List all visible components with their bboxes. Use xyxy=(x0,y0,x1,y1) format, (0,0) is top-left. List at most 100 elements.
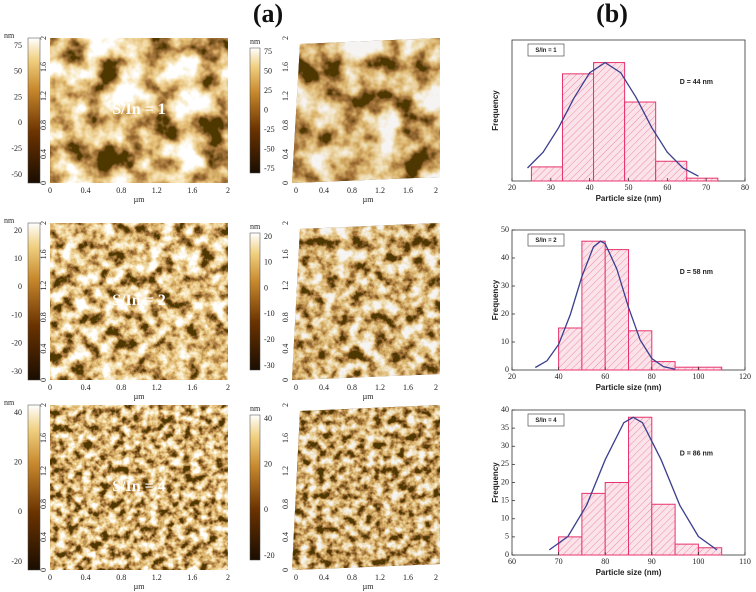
x-tick-label: 20 xyxy=(508,183,516,192)
y-tick-label: 30 xyxy=(501,441,509,450)
x-tick-label: 1.2 xyxy=(375,573,385,582)
x-tick-label: 0 xyxy=(294,573,298,582)
x-tick-label: 2 xyxy=(434,573,438,582)
colorbar-tick: 20 xyxy=(14,457,22,466)
x-tick-label: 0.8 xyxy=(347,573,357,582)
afm-3d-surface xyxy=(292,38,440,183)
x-tick-label: 1.6 xyxy=(403,383,413,392)
x-tick-label: 120 xyxy=(739,372,751,381)
y-tick-label: 0.8 xyxy=(281,120,290,130)
y-tick-label: 0 xyxy=(281,181,290,185)
x-tick-label: 0 xyxy=(48,186,52,195)
x-tick-label: 70 xyxy=(702,183,710,192)
legend-label: S/In = 2 xyxy=(535,238,557,244)
x-tick-label: 0.8 xyxy=(116,186,126,195)
x-tick-label: 2 xyxy=(226,186,230,195)
y-tick-label: 1.6 xyxy=(39,433,48,443)
colorbar-unit: nm xyxy=(250,404,261,413)
y-tick-label: 2 xyxy=(39,221,48,225)
afm-image xyxy=(50,38,228,183)
afm-image xyxy=(50,405,228,570)
colorbar-unit: nm xyxy=(4,31,15,40)
colorbar xyxy=(27,404,41,571)
x-tick-label: 0.8 xyxy=(347,383,357,392)
x-tick-label: 80 xyxy=(601,557,609,566)
x-tick-label: 60 xyxy=(663,183,671,192)
legend-box xyxy=(527,413,565,427)
y-tick-label: 10 xyxy=(501,514,509,523)
colorbar-tick: -10 xyxy=(264,309,275,318)
colorbar-tick: -20 xyxy=(11,339,22,348)
y-tick-label: 5 xyxy=(505,532,509,541)
colorbar xyxy=(249,414,261,561)
colorbar-tick: -25 xyxy=(11,144,22,153)
histogram-bar xyxy=(628,416,653,556)
colorbar-tick: 25 xyxy=(264,86,272,95)
colorbar-tick: -50 xyxy=(11,170,22,179)
sample-label: S/In = 2 xyxy=(112,292,166,309)
colorbar-tick: 75 xyxy=(264,47,272,56)
y-tick-label: 0.4 xyxy=(39,532,48,542)
sample-label: S/In = 4 xyxy=(112,478,166,495)
colorbar xyxy=(27,37,41,184)
y-tick-label: 0 xyxy=(281,378,290,382)
annotation: D = 44 nm xyxy=(680,79,713,86)
x-tick-label: 0 xyxy=(48,383,52,392)
x-tick-label: 100 xyxy=(692,372,704,381)
histogram-bar xyxy=(604,482,630,556)
y-tick-label: 1.2 xyxy=(281,466,290,476)
x-tick-label: 50 xyxy=(625,183,633,192)
x-tick-label: 1.6 xyxy=(187,186,197,195)
y-tick-label: 0.4 xyxy=(39,344,48,354)
x-tick-label: 30 xyxy=(547,183,555,192)
histogram-bar xyxy=(558,536,583,556)
x-tick-label: 0.8 xyxy=(116,383,126,392)
x-tick-label: 60 xyxy=(601,372,609,381)
x-tick-label: 80 xyxy=(741,183,749,192)
x-tick-label: 0 xyxy=(294,383,298,392)
y-tick-label: 15 xyxy=(501,495,509,504)
x-tick-label: 90 xyxy=(648,557,656,566)
x-axis-unit: µm xyxy=(134,582,146,591)
histogram-bar xyxy=(530,166,563,182)
x-tick-label: 0.4 xyxy=(81,383,91,392)
y-tick-label: 0 xyxy=(281,568,290,572)
y-tick-label: 1.6 xyxy=(281,62,290,72)
x-axis-label: Particle size (nm) xyxy=(596,194,662,203)
x-axis-label: Particle size (nm) xyxy=(596,568,662,577)
x-tick-label: 80 xyxy=(648,372,656,381)
x-axis-label: Particle size (nm) xyxy=(596,383,662,392)
histogram-bar xyxy=(697,366,723,371)
y-tick-label: 1.2 xyxy=(39,91,48,101)
x-tick-label: 0.8 xyxy=(116,573,126,582)
y-tick-label: 1.2 xyxy=(39,466,48,476)
colorbar-tick: 20 xyxy=(264,459,272,468)
fit-curve xyxy=(534,240,676,370)
x-tick-label: 40 xyxy=(555,372,563,381)
colorbar-tick: 20 xyxy=(14,226,22,235)
colorbar-tick: 0 xyxy=(264,283,268,292)
y-tick-label: 0.8 xyxy=(281,499,290,509)
y-tick-label: 2 xyxy=(39,403,48,407)
colorbar-tick: -10 xyxy=(11,310,22,319)
histogram-bar xyxy=(655,160,688,182)
x-tick-label: 0.8 xyxy=(347,186,357,195)
y-tick-label: 0.4 xyxy=(281,344,290,354)
y-tick-label: 30 xyxy=(501,281,509,290)
legend-box xyxy=(527,233,565,247)
legend-label: S/In = 1 xyxy=(535,48,557,54)
histogram-bar xyxy=(674,543,699,556)
y-axis-label: Frequency xyxy=(491,90,500,131)
colorbar-tick: 0 xyxy=(264,505,268,514)
y-tick-label: 0 xyxy=(39,568,48,572)
colorbar-tick: -20 xyxy=(264,335,275,344)
histogram-bar xyxy=(697,547,723,556)
y-tick-label: 1.6 xyxy=(39,249,48,259)
afm-3d-surface xyxy=(292,405,440,570)
colorbar-tick: -75 xyxy=(264,164,275,173)
x-tick-label: 2 xyxy=(434,383,438,392)
x-tick-label: 0.4 xyxy=(81,573,91,582)
colorbar-tick: -30 xyxy=(11,367,22,376)
colorbar-unit: nm xyxy=(250,37,261,46)
afm-image xyxy=(50,223,228,380)
